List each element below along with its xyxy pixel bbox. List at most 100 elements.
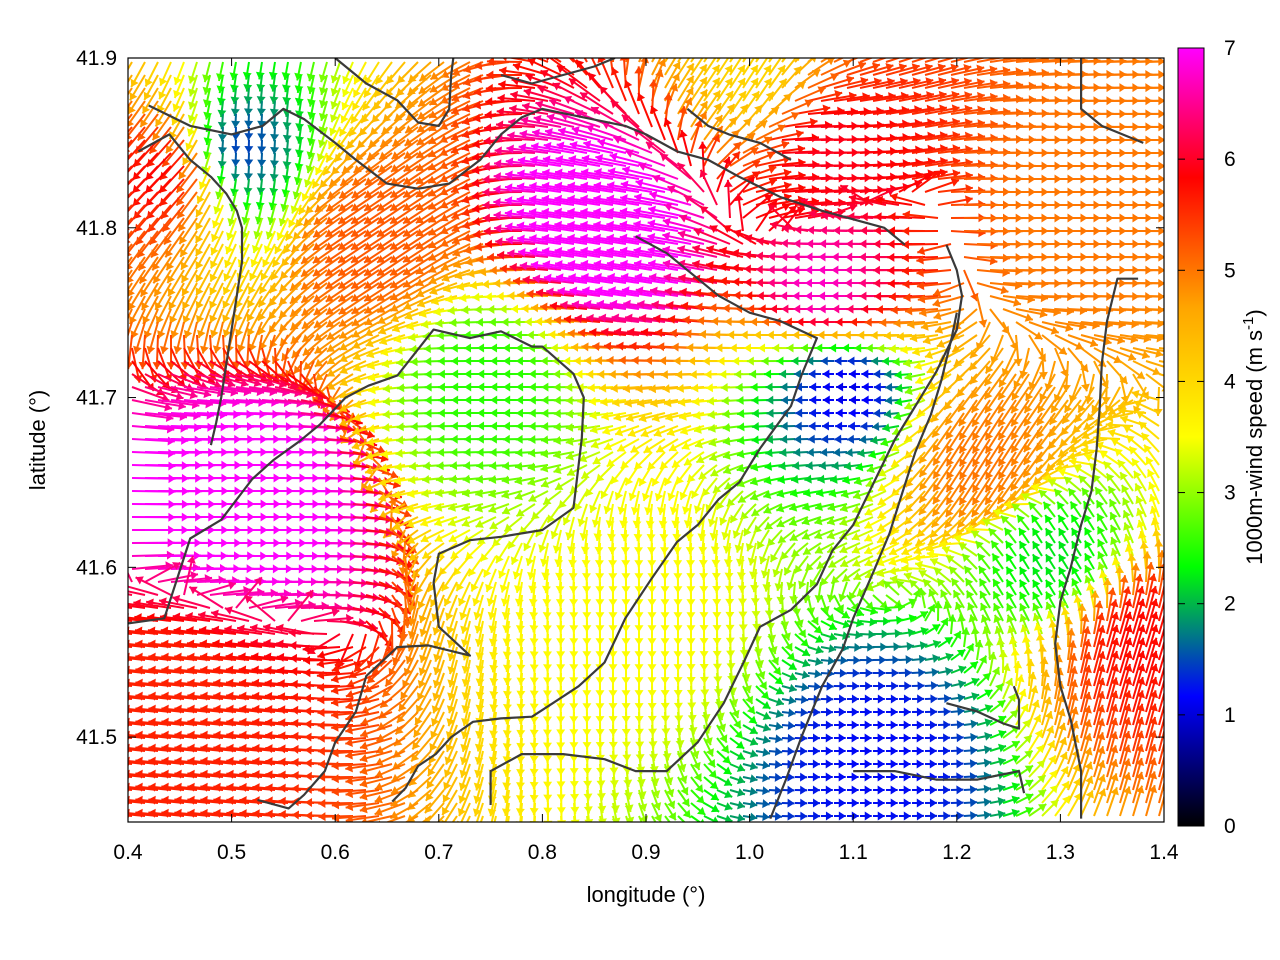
wind-arrowhead [173, 345, 183, 354]
wind-arrowhead [734, 369, 742, 379]
wind-vector [581, 156, 627, 167]
wind-arrowhead [1171, 214, 1178, 223]
wind-arrowhead [882, 423, 891, 433]
wind-arrowhead [671, 73, 680, 82]
wind-arrowhead [461, 195, 470, 204]
wind-arrowhead [216, 175, 226, 184]
wind-arrowhead [610, 100, 620, 109]
wind-arrowhead [677, 162, 686, 171]
wind-arrowhead [1171, 292, 1178, 301]
wind-arrowhead [186, 345, 196, 354]
wind-arrowhead [715, 343, 723, 353]
wind-arrowhead [705, 383, 714, 393]
wind-arrowhead [244, 133, 254, 141]
wind-arrowhead [753, 330, 761, 340]
wind-arrowhead [403, 176, 412, 185]
wind-arrowhead [924, 63, 933, 73]
wind-arrowhead [890, 305, 898, 315]
wind-arrowhead [652, 174, 661, 183]
wind-arrowhead [477, 421, 485, 431]
wind-arrowhead [341, 88, 351, 97]
wind-arrowhead [792, 265, 800, 275]
wind-arrowhead [526, 289, 534, 299]
wind-arrowhead [474, 305, 482, 315]
wind-arrowhead [140, 118, 149, 128]
wind-arrowhead [493, 184, 501, 194]
wind-arrowhead [452, 67, 461, 77]
wind-arrowhead [952, 169, 961, 179]
wind-arrowhead [242, 71, 252, 80]
wind-arrowhead [719, 262, 727, 272]
wind-arrowhead [640, 327, 649, 337]
wind-arrowhead [781, 140, 790, 150]
wind-arrowhead [808, 408, 817, 418]
wind-arrowhead [830, 330, 838, 340]
wind-arrowhead [831, 291, 839, 301]
wind-arrowhead [599, 383, 607, 393]
wind-arrowhead [507, 291, 515, 301]
wind-arrowhead [462, 77, 471, 87]
wind-arrowhead [437, 408, 445, 418]
wind-arrowhead [578, 328, 586, 338]
wind-arrowhead [691, 383, 699, 393]
wind-arrowhead [390, 202, 399, 211]
wind-arrowhead [537, 85, 546, 94]
wind-arrowhead [684, 97, 693, 106]
wind-arrowhead [724, 78, 733, 87]
wind-arrowhead [717, 356, 725, 366]
wind-arrowhead [629, 30, 638, 38]
wind-arrowhead [669, 83, 679, 92]
wind-arrowhead [737, 39, 745, 47]
wind-arrowhead [503, 408, 511, 418]
wind-arrowhead [408, 74, 417, 83]
wind-vector [571, 127, 614, 141]
wind-arrowhead [463, 434, 471, 444]
wind-arrowhead [117, 330, 125, 338]
wind-arrowhead [706, 396, 715, 406]
wind-arrowhead [607, 167, 616, 177]
wind-arrowhead [493, 278, 501, 288]
wind-arrowhead [780, 382, 788, 392]
wind-arrowhead [567, 168, 576, 178]
wind-arrowhead [474, 61, 483, 71]
wind-arrowhead [751, 171, 760, 180]
wind-arrowhead [437, 382, 445, 392]
wind-vector [924, 58, 942, 63]
wind-arrowhead [567, 181, 576, 191]
wind-arrowhead [758, 343, 766, 353]
wind-arrowhead [765, 448, 773, 458]
wind-arrowhead [884, 369, 892, 379]
wind-arrowhead [423, 448, 431, 458]
wind-arrowhead [597, 369, 605, 379]
wind-arrowhead [1171, 57, 1178, 66]
wind-arrowhead [373, 101, 382, 110]
wind-arrowhead [342, 75, 351, 84]
wind-arrowhead [486, 58, 494, 67]
wind-arrowhead [429, 110, 438, 119]
wind-vector [567, 184, 614, 193]
wind-arrowhead [404, 137, 413, 146]
wind-arrowhead [159, 197, 168, 206]
wind-arrowhead [342, 165, 351, 174]
wind-arrowhead [793, 304, 801, 314]
wind-arrowhead [499, 264, 507, 274]
wind-vector [505, 173, 549, 180]
wind-arrowhead [408, 332, 416, 342]
wind-arrowhead [269, 173, 279, 182]
wind-arrowhead [416, 137, 425, 145]
wind-arrowhead [769, 304, 777, 314]
wind-arrowhead [518, 143, 527, 153]
wind-arrowhead [875, 304, 884, 314]
wind-vector [541, 184, 588, 193]
wind-arrowhead [437, 356, 445, 366]
wind-arrowhead [546, 58, 550, 62]
wind-arrowhead [711, 64, 720, 74]
wind-arrowhead [563, 356, 571, 366]
wind-arrowhead [317, 139, 327, 148]
wind-arrowhead [312, 180, 321, 189]
wind-arrowhead [307, 98, 316, 107]
wind-arrowhead [541, 382, 549, 392]
wind-arrowhead [807, 41, 815, 49]
wind-arrowhead [1003, 107, 1011, 117]
